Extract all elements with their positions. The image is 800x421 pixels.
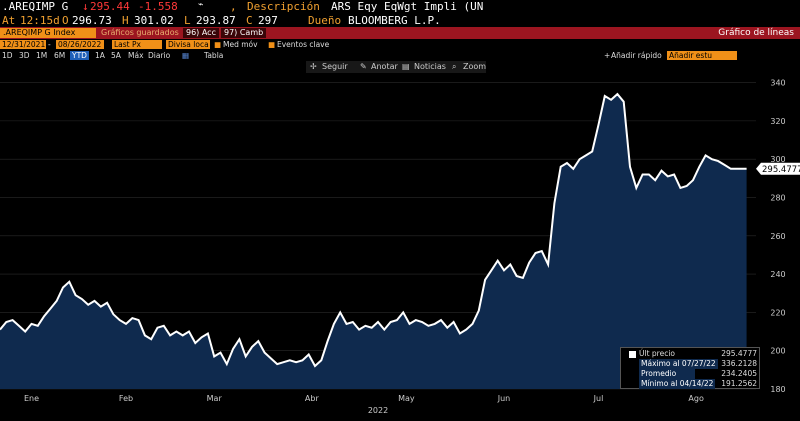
- edit-menu[interactable]: 97) Camb: [221, 28, 267, 38]
- x-tick-label: Abr: [305, 394, 320, 403]
- quote-header-line1: .AREQIMP G ↓ 295.44 -1.558 ⌁ , Descripci…: [0, 0, 800, 14]
- function-bar: .AREQIMP G Index Gráficos guardados 96) …: [0, 27, 800, 39]
- quote-header-line2: At 12:15d O 296.73 H 301.02 L 293.87 C 2…: [0, 14, 800, 27]
- x-tick-label: Ene: [24, 394, 39, 403]
- zoom-icon[interactable]: ⌕: [452, 62, 457, 71]
- legend-max: Máximo al 07/27/22 336.2128: [639, 359, 757, 369]
- timeframe-1d[interactable]: 1D: [2, 51, 13, 60]
- controls-bar: 12/31/2021 - 08/26/2022 Last Px Divisa l…: [0, 39, 800, 50]
- field-selector[interactable]: Last Px: [112, 40, 162, 49]
- legend-swatch: [629, 351, 636, 358]
- x-axis-year-label: 2022: [368, 406, 388, 415]
- legend-last: Últ precio 295.4777: [621, 349, 761, 359]
- owner-label: Dueño: [308, 14, 342, 27]
- low-label: L: [184, 14, 191, 27]
- x-tick-label: Feb: [119, 394, 133, 403]
- y-tick-label: 280: [770, 193, 785, 202]
- table-button[interactable]: Tabla: [204, 51, 224, 60]
- saved-charts-button[interactable]: Gráficos guardados: [101, 28, 179, 37]
- timeframe-1a[interactable]: 1A: [95, 51, 105, 60]
- timeframe-5a[interactable]: 5A: [111, 51, 121, 60]
- y-tick-label: 180: [770, 385, 785, 394]
- annotate-icon[interactable]: ✎: [360, 62, 367, 71]
- news-button[interactable]: Noticias: [414, 62, 446, 71]
- y-tick-label: 260: [770, 232, 785, 241]
- owner-value: BLOOMBERG L.P.: [348, 14, 441, 27]
- x-tick-label: Mar: [207, 394, 223, 403]
- price-area-fill: [0, 94, 747, 389]
- y-tick-label: 220: [770, 308, 785, 317]
- x-tick-label: May: [398, 394, 415, 403]
- currency-selector[interactable]: Divisa loca: [166, 40, 210, 49]
- y-axis: 180 200 220 240 260 280 300 320 340: [770, 79, 785, 394]
- down-arrow-icon: ↓: [82, 0, 89, 13]
- low-value: 293.87: [196, 14, 236, 27]
- open-value: 296.73: [72, 14, 112, 27]
- table-icon[interactable]: ▦: [182, 51, 190, 60]
- quick-add-label[interactable]: Añadir rápido: [611, 51, 662, 60]
- high-label: H: [122, 14, 129, 27]
- legend-avg: Promedio 234.2405: [639, 369, 757, 379]
- checkbox-icon[interactable]: ■: [268, 40, 276, 49]
- last-price-marker: 295.4777: [756, 162, 800, 175]
- at-label: At: [2, 14, 16, 27]
- x-axis: Ene Feb Mar Abr May Jun Jul Ago: [24, 394, 704, 403]
- open-label: O: [62, 14, 69, 27]
- follow-icon[interactable]: ✢: [310, 62, 317, 71]
- actions-menu[interactable]: 96) Acc: [183, 28, 219, 38]
- moving-average-toggle[interactable]: Med móv: [223, 40, 258, 49]
- quote-time: 12:15d: [20, 14, 60, 27]
- index-name-field[interactable]: .AREQIMP G Index: [0, 28, 96, 38]
- quick-add-input[interactable]: Añadir estu: [667, 51, 737, 60]
- key-events-toggle[interactable]: Eventos clave: [277, 40, 330, 49]
- sparkline-icon: ⌁: [198, 0, 204, 10]
- date-separator: -: [48, 40, 51, 49]
- end-date-field[interactable]: 08/26/2022: [56, 40, 104, 49]
- chart-type-title: Gráfico de líneas: [718, 28, 794, 38]
- x-tick-label: Jun: [497, 394, 511, 403]
- timeframe-6m[interactable]: 6M: [54, 51, 66, 60]
- price-chart[interactable]: 180 200 220 240 260 280 300 320 340 Ene Feb Mar Abr…: [0, 61, 800, 421]
- price-change: -1.558: [138, 0, 178, 13]
- last-price-label: 295.4777: [762, 165, 800, 175]
- description-label: Descripción: [247, 0, 320, 13]
- last-price: 295.44: [90, 0, 130, 13]
- zoom-button[interactable]: Zoom: [463, 62, 487, 71]
- close-value: 297: [258, 14, 278, 27]
- timeframe-max[interactable]: Máx: [128, 51, 144, 60]
- chart-toolbar: ✢ Seguir ✎ Anotar ▤ Noticias ⌕ Zoom: [306, 61, 486, 73]
- timeframe-bar: 1D 3D 1M 6M YTD 1A 5A Máx Diario ▦ Tabla…: [0, 50, 800, 61]
- y-tick-label: 340: [770, 79, 785, 88]
- price-line: [0, 92, 747, 368]
- start-date-field[interactable]: 12/31/2021: [0, 40, 46, 49]
- timeframe-ytd[interactable]: YTD: [70, 51, 89, 60]
- tick-icon: ,: [230, 0, 237, 13]
- follow-button[interactable]: Seguir: [322, 62, 348, 71]
- legend-min: Mínimo al 04/14/22 191.2562: [639, 379, 757, 389]
- x-tick-label: Ago: [688, 394, 704, 403]
- close-label: C: [246, 14, 253, 27]
- x-tick-label: Jul: [593, 394, 604, 403]
- timeframe-3d[interactable]: 3D: [19, 51, 30, 60]
- y-tick-label: 240: [770, 270, 785, 279]
- high-value: 301.02: [134, 14, 174, 27]
- news-icon[interactable]: ▤: [402, 62, 410, 71]
- y-tick-label: 200: [770, 347, 785, 356]
- frequency-selector[interactable]: Diario: [148, 51, 171, 60]
- chart-legend: Últ precio 295.4777 Máximo al 07/27/22 3…: [620, 347, 760, 389]
- ticker[interactable]: .AREQIMP G: [2, 0, 69, 13]
- annotate-button[interactable]: Anotar: [371, 62, 398, 71]
- quick-add-icon: +: [604, 51, 611, 60]
- y-tick-label: 300: [770, 155, 785, 164]
- timeframe-1m[interactable]: 1M: [36, 51, 48, 60]
- checkbox-icon[interactable]: ■: [214, 40, 222, 49]
- y-tick-label: 320: [770, 117, 785, 126]
- description-value: ARS Eqy EqWgt Impli (UN: [331, 0, 484, 13]
